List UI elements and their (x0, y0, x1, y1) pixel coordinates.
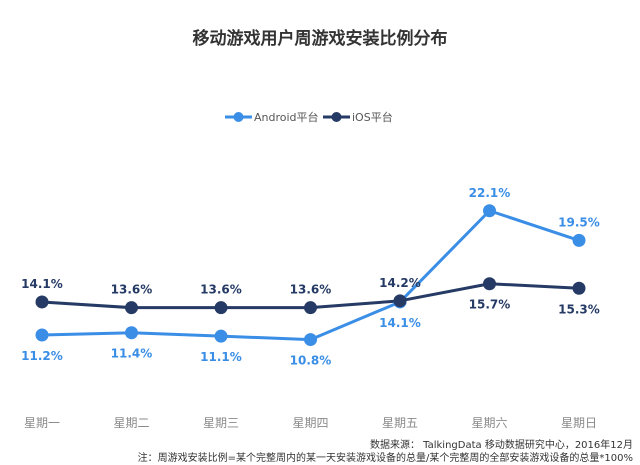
data-label-android: 14.1% (379, 316, 421, 330)
data-label-android: 11.4% (111, 347, 153, 361)
x-tick-label: 星期三 (203, 416, 239, 430)
data-label-ios: 15.7% (469, 298, 511, 312)
data-point-android[interactable] (304, 333, 317, 347)
data-label-android: 10.8% (290, 354, 332, 368)
chart-title: 移动游戏用户周游戏安装比例分布 (193, 28, 448, 49)
data-point-android[interactable] (125, 326, 138, 340)
x-tick-label: 星期二 (113, 416, 149, 430)
data-point-android[interactable] (214, 329, 228, 343)
data-source-note: 数据来源： TalkingData 移动数据研究中心，2016年12月 (370, 438, 633, 451)
legend-item-android[interactable]: Android平台 (225, 110, 319, 124)
data-point-ios[interactable] (304, 301, 317, 315)
legend-marker-android (233, 112, 244, 122)
data-label-android: 11.2% (21, 349, 63, 363)
data-point-ios[interactable] (125, 301, 138, 315)
data-label-ios: 14.2% (379, 276, 421, 290)
data-label-ios: 14.1% (21, 277, 63, 291)
data-point-android[interactable] (572, 233, 586, 247)
x-tick-label: 星期日 (561, 416, 597, 430)
x-tick-label: 星期六 (471, 416, 507, 430)
data-point-ios[interactable] (214, 301, 228, 315)
legend-marker-ios (331, 112, 342, 122)
data-label-android: 11.1% (200, 350, 242, 364)
plot-area: 11.2% 11.4% 11.1% 10.8% 14.1% 22.1% 19.5% 14.1%… (21, 186, 600, 368)
legend-label-ios: iOS平台 (352, 110, 393, 124)
data-label-ios: 15.3% (558, 302, 600, 316)
x-tick-label: 星期四 (292, 416, 328, 430)
x-tick-label: 星期一 (24, 416, 60, 430)
data-point-ios[interactable] (393, 294, 407, 308)
x-axis: 星期一 星期二 星期三 星期四 星期五 星期六 星期日 (24, 416, 597, 430)
legend: Android平台 iOS平台 (225, 110, 393, 124)
data-label-ios: 13.6% (290, 283, 332, 297)
legend-item-ios[interactable]: iOS平台 (323, 110, 393, 124)
data-label-ios: 13.6% (111, 283, 153, 297)
x-tick-label: 星期五 (382, 416, 418, 430)
data-point-android[interactable] (483, 204, 496, 218)
data-point-android[interactable] (35, 328, 49, 342)
data-label-android: 19.5% (558, 215, 600, 229)
data-label-ios: 13.6% (200, 283, 242, 297)
definition-note: 注：周游戏安装比例=某个完整周内的某一天安装游戏设备的总量/某个完整周的全部安装… (138, 451, 633, 464)
data-point-ios[interactable] (35, 295, 49, 309)
data-point-ios[interactable] (572, 281, 586, 295)
data-point-ios[interactable] (483, 277, 496, 291)
legend-label-android: Android平台 (254, 110, 319, 124)
data-label-android: 22.1% (469, 186, 511, 200)
